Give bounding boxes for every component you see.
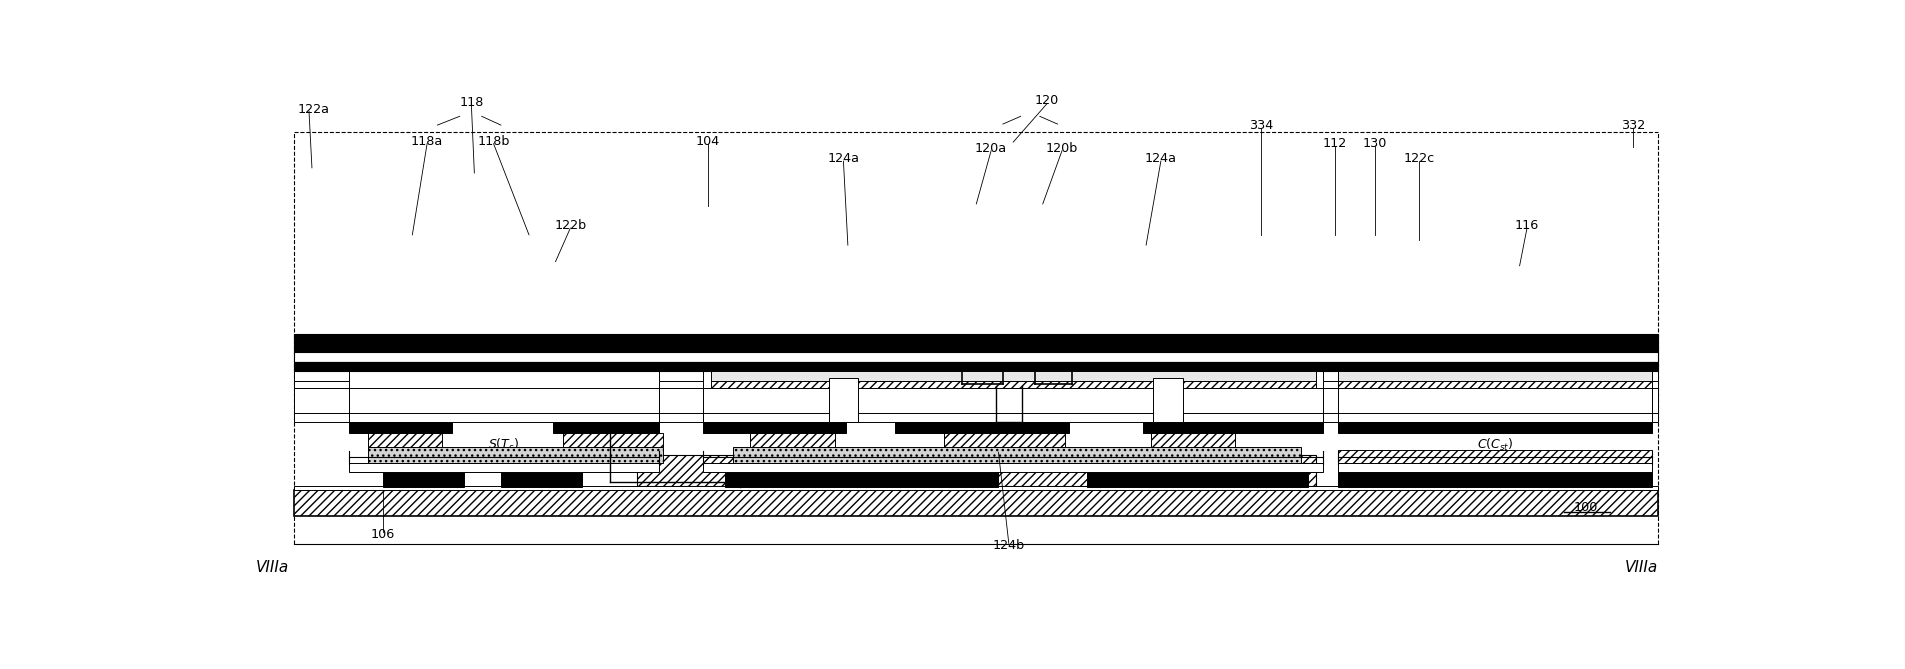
Bar: [1153, 378, 1183, 422]
Bar: [659, 381, 703, 388]
Bar: [368, 433, 442, 447]
Bar: [733, 447, 1301, 462]
Text: 100: 100: [1574, 501, 1598, 514]
Bar: [368, 447, 663, 462]
Text: $D(T_D)$: $D(T_D)$: [996, 436, 1031, 452]
Bar: [1337, 422, 1652, 433]
Text: 124a: 124a: [827, 152, 859, 165]
Text: 124b: 124b: [993, 539, 1025, 553]
Text: 118b: 118b: [478, 134, 511, 148]
Bar: [1324, 388, 1337, 413]
Text: 130: 130: [1362, 136, 1387, 150]
Text: 116: 116: [1514, 219, 1539, 232]
Bar: [1652, 413, 1659, 422]
Bar: [703, 388, 1324, 413]
Bar: [711, 381, 1316, 388]
Bar: [349, 462, 659, 472]
Bar: [1337, 413, 1652, 422]
Bar: [293, 353, 1659, 361]
Bar: [293, 361, 1659, 366]
Text: 104: 104: [695, 134, 720, 148]
Text: 120b: 120b: [1046, 142, 1078, 155]
Text: 120a: 120a: [975, 142, 1008, 155]
Bar: [703, 413, 1324, 422]
Bar: [293, 388, 349, 413]
Bar: [1652, 371, 1659, 381]
Text: 106: 106: [371, 528, 394, 541]
Bar: [564, 433, 663, 447]
Bar: [711, 371, 1316, 381]
Text: VIIIa: VIIIa: [1625, 559, 1659, 575]
Text: 122b: 122b: [554, 219, 587, 232]
Bar: [501, 472, 583, 487]
Bar: [943, 433, 1065, 447]
Text: 334: 334: [1250, 119, 1273, 132]
Bar: [1324, 381, 1337, 388]
Bar: [349, 422, 451, 433]
Bar: [552, 422, 659, 433]
Text: $C(C_{st})$: $C(C_{st})$: [1476, 436, 1513, 452]
Bar: [1337, 371, 1652, 381]
Bar: [703, 422, 846, 433]
Bar: [726, 472, 998, 487]
Bar: [1088, 472, 1309, 487]
Bar: [293, 334, 1659, 353]
Bar: [1324, 371, 1337, 381]
Bar: [659, 371, 703, 381]
Bar: [1337, 388, 1652, 413]
Bar: [1324, 413, 1337, 422]
Text: 118: 118: [459, 96, 484, 109]
Text: 118a: 118a: [411, 134, 444, 148]
Bar: [1652, 388, 1659, 413]
Bar: [293, 486, 1659, 490]
Bar: [703, 462, 1324, 472]
Text: 124a: 124a: [1145, 152, 1177, 165]
Bar: [349, 388, 659, 413]
Bar: [1337, 450, 1652, 462]
Bar: [293, 371, 349, 381]
Bar: [1652, 381, 1659, 388]
Bar: [1337, 381, 1652, 388]
Text: VIIIa: VIIIa: [255, 559, 290, 575]
Bar: [383, 472, 465, 487]
Bar: [349, 413, 659, 422]
Text: $S(T_s)$: $S(T_s)$: [488, 436, 520, 452]
Bar: [293, 366, 1659, 371]
Bar: [293, 381, 349, 388]
Bar: [636, 455, 1316, 486]
Bar: [293, 490, 1659, 516]
Bar: [1337, 472, 1652, 487]
Text: 120: 120: [1034, 94, 1059, 108]
Text: 112: 112: [1322, 136, 1347, 150]
Bar: [1337, 462, 1652, 472]
Bar: [1151, 433, 1234, 447]
Bar: [751, 433, 834, 447]
Text: 122c: 122c: [1404, 152, 1434, 165]
Bar: [895, 422, 1069, 433]
Bar: [829, 378, 857, 422]
Bar: [1143, 422, 1324, 433]
Bar: [659, 388, 703, 413]
Bar: [293, 413, 349, 422]
Text: 122a: 122a: [297, 102, 330, 116]
Bar: [659, 413, 703, 422]
Text: 332: 332: [1621, 119, 1646, 132]
